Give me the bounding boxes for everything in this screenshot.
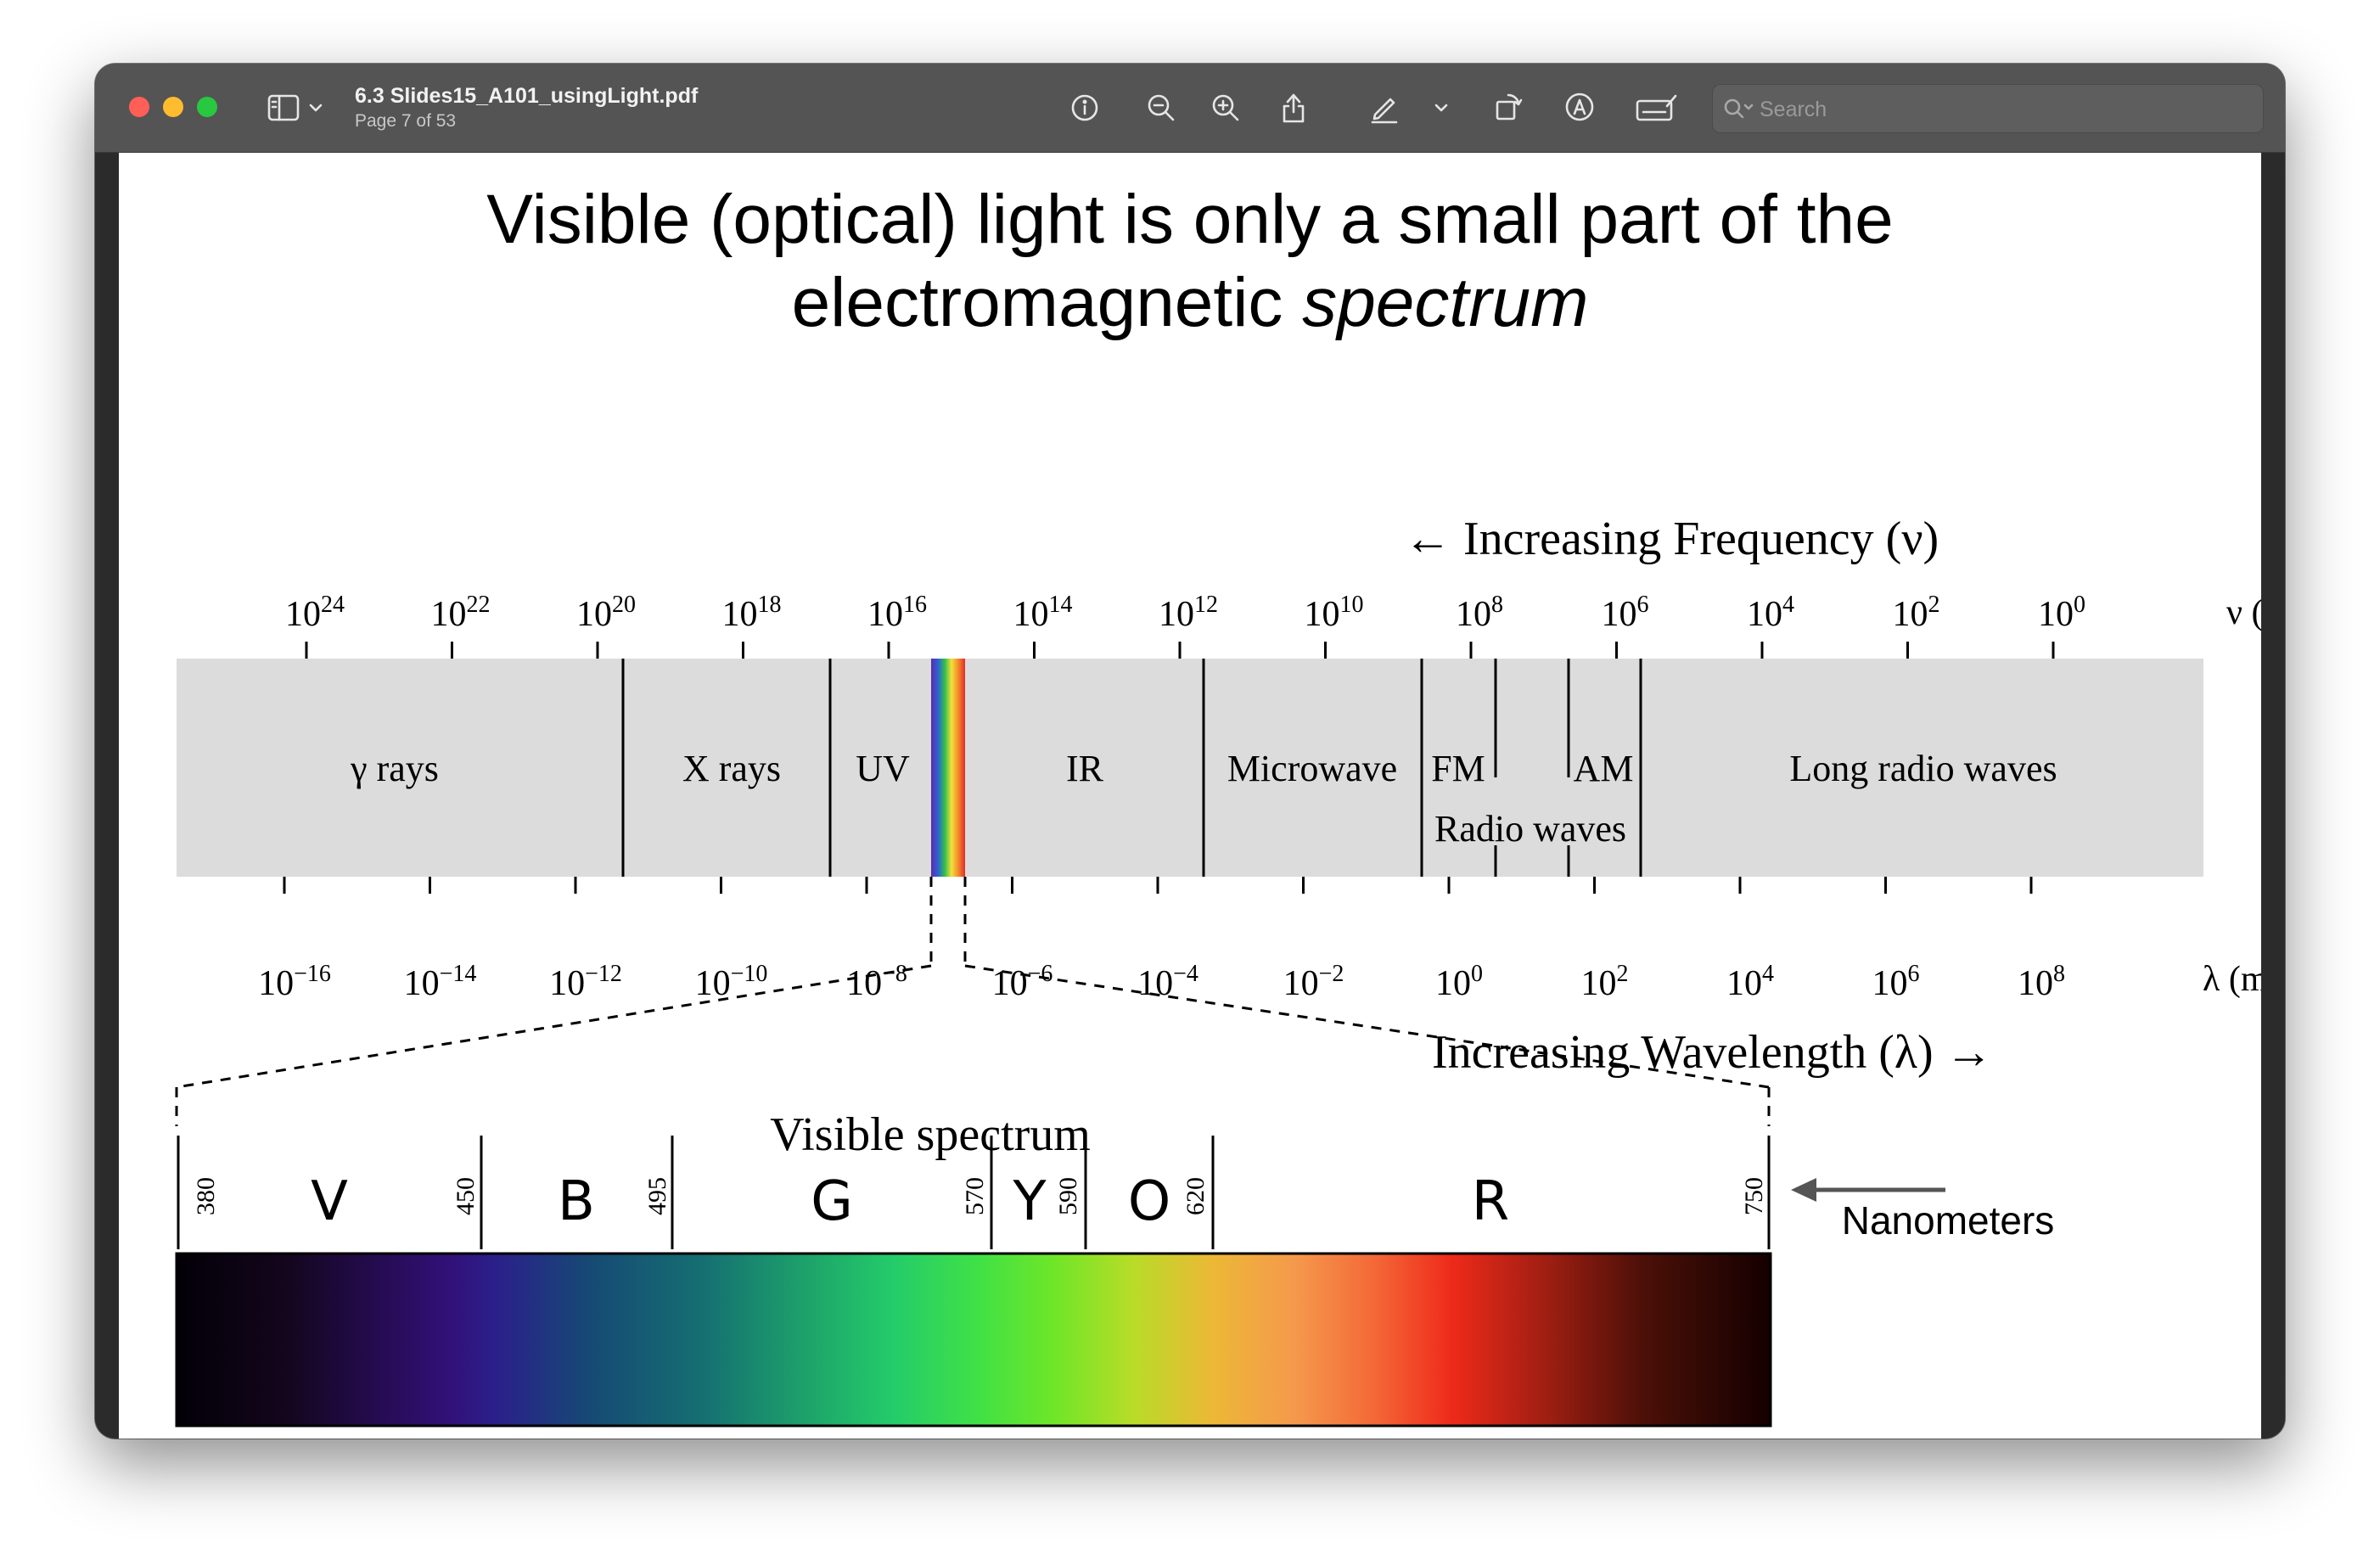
spectrum-diagram: 1024 1022 1020 1018 1016 1014 1012 1010 108 106 10… [175,513,2261,1428]
preview-window: 6.3 Slides15_A101_usingLight.pdf Page 7 … [95,64,2285,1439]
chevron-down-icon[interactable] [306,98,326,118]
share-icon[interactable] [1275,86,1312,128]
nm-380: 380 [192,1177,220,1215]
color-letter-g: G [811,1170,853,1233]
search-icon [1721,93,1755,124]
nm-750: 750 [1740,1177,1768,1215]
em-spectrum-band [177,659,2203,877]
wavelength-unit: λ (m) [2203,960,2261,999]
close-button[interactable] [129,97,149,117]
frequency-tick-label: 1022 [431,592,491,634]
sidebar-icon[interactable] [265,91,302,125]
frequency-tick-label: 108 [1456,592,1503,634]
region-ir: IR [1066,748,1104,789]
color-letter-v: V [311,1170,348,1233]
zoom-button[interactable] [197,97,217,117]
frequency-tick-label: 1010 [1305,592,1364,634]
markup-pen-icon[interactable] [1365,87,1404,126]
frequency-tick-label: 102 [1893,592,1940,634]
chevron-down-icon[interactable] [1431,98,1451,118]
region-uv: UV [856,748,910,789]
wavelength-caption: Increasing Wavelength (λ) → [1432,1026,1993,1079]
frequency-tick-label: 1018 [722,592,782,634]
rotate-icon[interactable] [1489,87,1528,126]
wavelength-tick-label: 10−14 [404,961,477,1003]
frequency-tick-label: 106 [1602,592,1649,634]
frequency-tick-label: 104 [1747,592,1794,634]
zoom-line-right-diagonal [964,964,1770,1089]
search-placeholder: Search [1760,98,1827,121]
annotate-icon[interactable] [1560,87,1599,126]
slide-title-line1: Visible (optical) light is only a small … [486,181,1894,258]
frequency-tick-label: 1014 [1013,592,1073,634]
wavelength-tick-label: 10−2 [1283,961,1344,1003]
region-microwave: Microwave [1227,748,1397,789]
wavelength-tick-label: 10−8 [846,961,907,1003]
nm-450: 450 [452,1177,480,1215]
nm-590: 590 [1054,1177,1082,1215]
color-letter-b: B [558,1170,595,1233]
wavelength-tick-label: 102 [1581,961,1629,1003]
page-indicator: Page 7 of 53 [355,111,457,131]
slide-title: Visible (optical) light is only a small … [119,178,2261,345]
region-radio-waves: Radio waves [1434,808,1626,850]
frequency-tick-label: 1012 [1159,592,1218,634]
wavelength-tick-label: 10−16 [258,961,331,1003]
nm-495: 495 [643,1177,671,1215]
region-x-rays: X rays [682,748,781,789]
pdf-page: Visible (optical) light is only a small … [119,153,2261,1439]
wavelength-tick-label: 10−6 [992,961,1053,1003]
region-long-radio-waves: Long radio waves [1789,748,2057,789]
wavelength-tick-label: 10−12 [549,961,622,1003]
region-fm: FM [1431,748,1485,789]
visible-spectrum-gradient [175,1252,1772,1428]
wavelength-tick-label: 10−10 [695,961,768,1003]
color-letter-y: Y [1012,1170,1047,1233]
frequency-tick-label: 1020 [576,592,636,634]
slide-title-italic: spectrum [1302,264,1589,341]
slide-title-plain: electromagnetic [791,264,1303,341]
frequency-caption: ← Increasing Frequency (ν) [1404,513,1939,565]
visible-band-rainbow [931,659,965,877]
search-field[interactable]: Search [1712,84,2264,133]
nanometers-arrow-head [1791,1178,1816,1202]
wavelength-tick-label: 104 [1726,961,1774,1003]
minimize-button[interactable] [163,97,183,117]
visible-spectrum-title: Visible spectrum [770,1108,1091,1161]
color-letter-r: R [1472,1170,1509,1233]
nm-570: 570 [961,1177,989,1215]
info-icon[interactable] [1066,89,1103,126]
nm-620: 620 [1182,1177,1210,1215]
frequency-tick-label: 1016 [867,592,927,634]
wavelength-tick-label: 106 [1872,961,1920,1003]
signature-icon[interactable] [1633,89,1681,126]
frequency-tick-label: 1024 [285,592,345,634]
wavelength-tick-label: 10−4 [1137,961,1198,1003]
nanometers-label: Nanometers [1842,1198,2055,1242]
frequency-tick-label: 100 [2038,592,2085,634]
toolbar: 6.3 Slides15_A101_usingLight.pdf Page 7 … [95,64,2285,153]
region-gamma-rays: γ rays [350,748,439,789]
zoom-in-icon[interactable] [1207,89,1244,126]
zoom-out-icon[interactable] [1142,89,1180,126]
region-am: AM [1574,748,1634,789]
wavelength-tick-label: 100 [1435,961,1483,1003]
slide-title-line2: electromagnetic spectrum [119,261,2261,345]
frequency-unit: ν (Hz) [2226,593,2261,632]
wavelength-tick-label: 108 [2018,961,2065,1003]
zoom-line-left-diagonal [176,964,932,1089]
document-title: 6.3 Slides15_A101_usingLight.pdf [355,84,699,108]
color-letter-o: O [1128,1170,1170,1233]
